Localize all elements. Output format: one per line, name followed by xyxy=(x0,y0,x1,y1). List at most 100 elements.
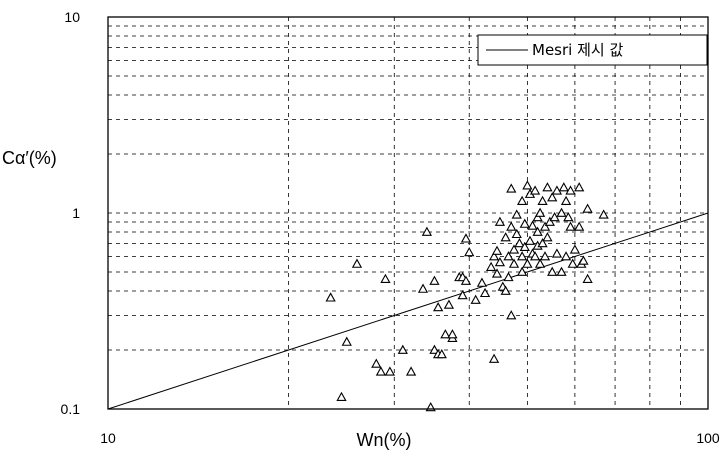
data-point-triangle xyxy=(560,251,572,261)
legend-label: Mesri 제시 값 xyxy=(532,41,623,59)
data-point-triangle xyxy=(551,185,563,195)
data-point-triangle xyxy=(551,248,563,258)
data-point-triangle xyxy=(532,212,543,222)
data-point-triangle xyxy=(506,310,517,320)
mesri-reference-line xyxy=(107,212,709,410)
y-tick-label: 10 xyxy=(64,9,80,25)
data-point-triangle xyxy=(567,258,578,268)
data-point-triangle xyxy=(574,221,585,231)
data-point-triangle xyxy=(447,329,458,339)
data-point-triangle xyxy=(532,226,543,236)
data-point-triangle xyxy=(488,353,500,363)
data-point-triangle xyxy=(508,244,520,254)
data-point-triangle xyxy=(494,216,506,226)
data-point-triangle xyxy=(417,283,429,293)
data-point-triangle xyxy=(537,195,548,206)
data-point-triangle xyxy=(488,251,500,261)
data-point-triangle xyxy=(341,336,352,346)
data-point-triangle xyxy=(556,207,567,217)
data-point-triangle xyxy=(336,391,347,402)
data-point-triangle xyxy=(443,299,455,309)
data-point-triangle xyxy=(506,221,517,231)
data-point-triangle xyxy=(440,329,451,339)
data-point-triangle xyxy=(569,244,581,254)
data-point-triangle xyxy=(539,251,551,261)
data-points xyxy=(325,180,609,412)
data-point-triangle xyxy=(397,344,408,354)
data-point-triangle xyxy=(506,183,517,193)
data-point-triangle xyxy=(542,182,553,192)
data-point-triangle xyxy=(556,266,567,276)
data-point-triangle xyxy=(503,251,514,261)
data-point-triangle xyxy=(503,271,514,282)
data-point-triangle xyxy=(464,246,475,257)
data-point-triangle xyxy=(522,180,533,190)
data-point-triangle xyxy=(436,349,447,359)
data-point-triangle xyxy=(544,216,555,226)
data-point-triangle xyxy=(380,273,391,284)
data-point-triangle xyxy=(537,238,548,248)
y-axis-title: Cα′(%) xyxy=(2,148,57,168)
data-point-triangle xyxy=(563,212,574,222)
data-point-triangle xyxy=(485,261,497,271)
x-tick-label: 10 xyxy=(100,430,116,446)
data-point-triangle xyxy=(582,273,593,284)
data-point-triangle xyxy=(522,258,533,268)
data-point-triangle xyxy=(421,226,433,236)
data-point-triangle xyxy=(527,220,538,230)
data-point-triangle xyxy=(534,258,546,268)
data-point-triangle xyxy=(558,182,569,192)
data-point-triangle xyxy=(516,251,528,261)
data-point-triangle xyxy=(476,277,488,287)
data-point-triangle xyxy=(542,232,553,242)
data-point-triangle xyxy=(560,195,572,206)
data-point-triangle xyxy=(325,292,336,302)
data-point-triangle xyxy=(539,221,551,231)
y-tick-label: 0.1 xyxy=(61,401,81,417)
data-point-triangle xyxy=(529,251,541,261)
grid-lines xyxy=(108,17,708,409)
data-point-triangle xyxy=(460,233,472,243)
data-point-triangle xyxy=(491,245,503,255)
data-point-triangle xyxy=(516,266,528,276)
data-point-triangle xyxy=(565,221,576,231)
data-point-triangle xyxy=(519,218,530,228)
data-point-triangle xyxy=(500,232,511,242)
data-point-triangle xyxy=(460,275,472,285)
x-axis-title: Wn(%) xyxy=(357,430,412,450)
data-point-triangle xyxy=(547,266,558,276)
data-point-triangle xyxy=(511,209,522,219)
data-point-triangle xyxy=(565,185,576,195)
data-point-triangle xyxy=(598,209,609,219)
data-point-triangle xyxy=(516,195,528,206)
data-point-triangle xyxy=(433,302,444,312)
data-point-triangle xyxy=(582,203,593,213)
data-point-triangle xyxy=(508,258,520,268)
data-point-triangle xyxy=(371,358,382,368)
data-point-triangle xyxy=(574,182,585,192)
data-point-triangle xyxy=(429,275,440,285)
data-point-triangle xyxy=(405,366,417,376)
data-point-triangle xyxy=(384,366,396,376)
data-point-triangle xyxy=(511,228,522,239)
data-point-triangle xyxy=(500,285,511,295)
data-point-triangle xyxy=(524,235,536,245)
data-point-triangle xyxy=(457,290,468,300)
data-point-triangle xyxy=(375,366,387,376)
data-point-triangle xyxy=(514,238,525,248)
data-point-triangle xyxy=(519,241,530,251)
data-point-triangle xyxy=(534,207,546,217)
data-point-triangle xyxy=(491,268,503,278)
y-tick-label: 1 xyxy=(72,205,80,221)
data-point-triangle xyxy=(529,185,541,195)
data-point-triangle xyxy=(549,212,560,222)
data-point-triangle xyxy=(494,257,506,267)
data-point-triangle xyxy=(429,344,440,354)
data-point-triangle xyxy=(351,258,363,268)
x-tick-labels: 10 100 xyxy=(100,430,720,446)
reference-line-layer xyxy=(107,212,709,410)
data-point-triangle xyxy=(470,294,481,304)
plot-frame xyxy=(107,16,709,410)
data-point-triangle xyxy=(547,192,558,202)
